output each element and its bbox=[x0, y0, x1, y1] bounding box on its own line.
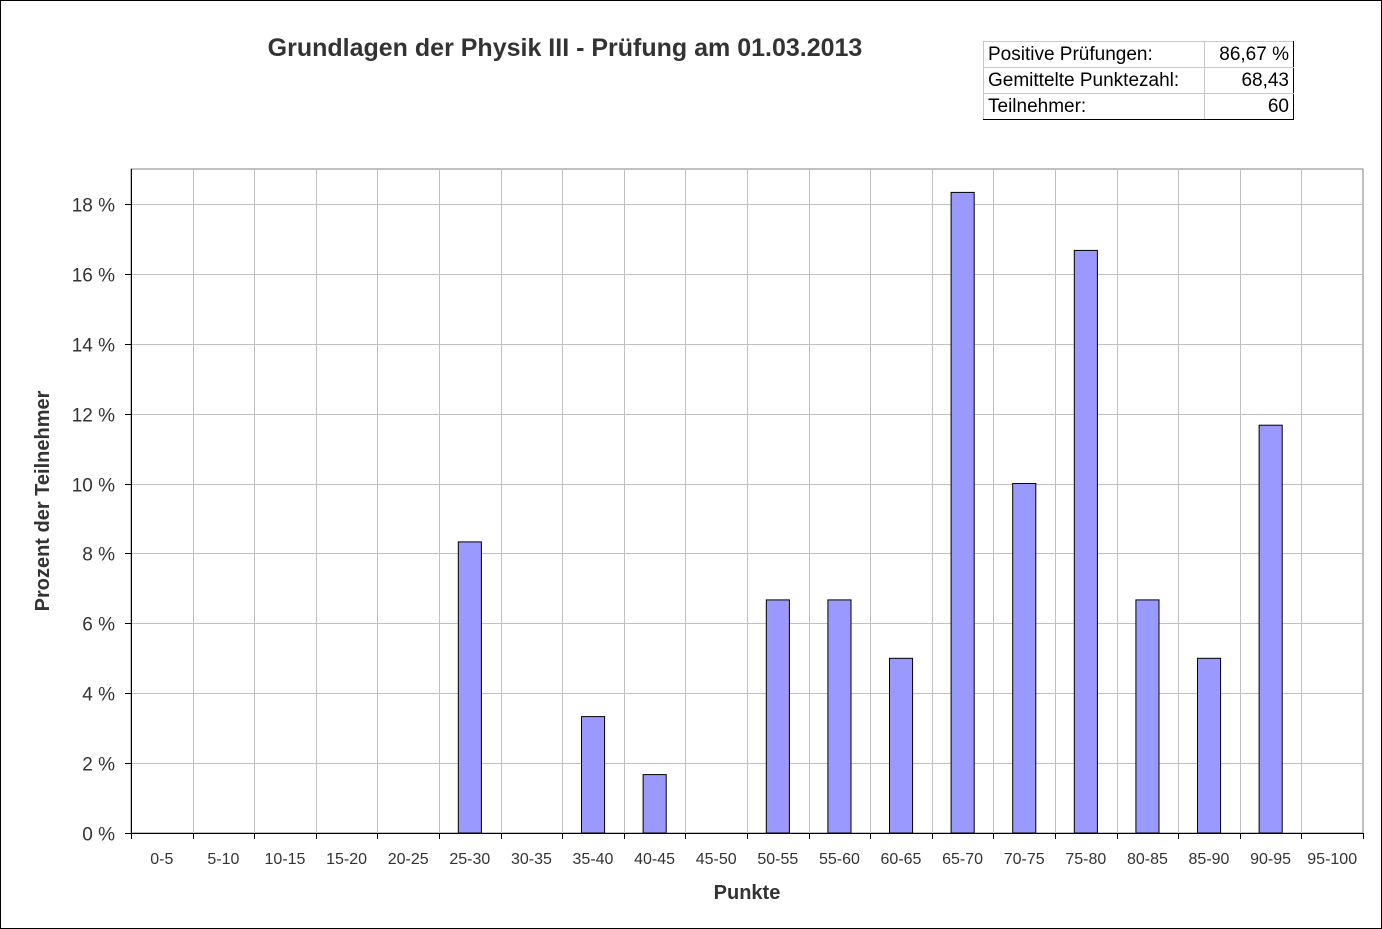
y-tick-label: 8 % bbox=[82, 545, 115, 566]
y-tick-label: 12 % bbox=[72, 406, 115, 427]
bar-75-80 bbox=[1073, 249, 1098, 834]
bar-70-75 bbox=[1012, 483, 1037, 834]
x-tick-label: 5-10 bbox=[207, 851, 239, 868]
x-tick-label: 40-45 bbox=[634, 851, 675, 868]
stats-value-passed: 86,67 % bbox=[1204, 41, 1294, 68]
x-tick-label: 55-60 bbox=[819, 851, 860, 868]
bar-40-45 bbox=[642, 774, 667, 834]
x-tick-label: 0-5 bbox=[150, 851, 173, 868]
x-tick-label: 60-65 bbox=[881, 851, 922, 868]
y-tick-label: 6 % bbox=[82, 615, 115, 636]
bar-50-55 bbox=[765, 599, 790, 834]
y-tick-label: 16 % bbox=[72, 266, 115, 287]
stats-label-average: Gemittelte Punktezahl: bbox=[983, 67, 1205, 94]
x-tick-label: 30-35 bbox=[511, 851, 552, 868]
x-tick-label: 85-90 bbox=[1189, 851, 1230, 868]
stats-value-participants: 60 bbox=[1204, 93, 1294, 120]
y-tick-label: 18 % bbox=[72, 196, 115, 217]
bar-80-85 bbox=[1135, 599, 1160, 834]
bar-85-90 bbox=[1197, 657, 1222, 834]
x-tick-label: 15-20 bbox=[326, 851, 367, 868]
stats-label-participants: Teilnehmer: bbox=[983, 93, 1205, 120]
x-tick-label: 75-80 bbox=[1065, 851, 1106, 868]
x-tick-label: 95-100 bbox=[1307, 851, 1357, 868]
y-tick-label: 10 % bbox=[72, 476, 115, 497]
y-tick-label: 14 % bbox=[72, 336, 115, 357]
bar-25-30 bbox=[457, 541, 482, 834]
bars bbox=[457, 191, 1283, 834]
x-tick-label: 10-15 bbox=[265, 851, 306, 868]
x-tick-label: 25-30 bbox=[449, 851, 490, 868]
y-tick-label: 0 % bbox=[82, 825, 115, 846]
y-axis-label: Prozent der Teilnehmer bbox=[32, 390, 54, 611]
bar-35-40 bbox=[581, 716, 606, 834]
x-tick-label: 35-40 bbox=[573, 851, 614, 868]
x-tick-label: 50-55 bbox=[757, 851, 798, 868]
bar-65-70 bbox=[950, 191, 975, 834]
x-tick-label: 20-25 bbox=[388, 851, 429, 868]
x-axis-label: Punkte bbox=[714, 882, 781, 904]
x-tick-label: 90-95 bbox=[1250, 851, 1291, 868]
axes bbox=[125, 169, 1364, 839]
y-tick-labels: 0 % 2 % 4 % 6 % 8 % 10 % 12 % 14 % 16 % 18 % bbox=[72, 196, 115, 846]
x-tick-label: 65-70 bbox=[942, 851, 983, 868]
grid-lines bbox=[131, 169, 1363, 833]
x-tick-label: 70-75 bbox=[1004, 851, 1045, 868]
stats-row-average: Gemittelte Punktezahl: 68,43 bbox=[983, 67, 1294, 94]
stats-row-passed: Positive Prüfungen: 86,67 % bbox=[983, 41, 1294, 68]
y-tick-label: 4 % bbox=[82, 685, 115, 706]
bar-55-60 bbox=[827, 599, 852, 834]
stats-table: Positive Prüfungen: 86,67 % Gemittelte P… bbox=[983, 41, 1294, 120]
y-tick-label: 2 % bbox=[82, 755, 115, 776]
x-tick-label: 80-85 bbox=[1127, 851, 1168, 868]
x-tick-label: 45-50 bbox=[696, 851, 737, 868]
x-tick-labels: 0-5 5-10 10-15 15-20 20-25 25-30 30-35 35-40 40-… bbox=[150, 851, 1357, 868]
chart-title: Grundlagen der Physik III - Prüfung am 0… bbox=[267, 34, 863, 62]
bar-90-95 bbox=[1258, 424, 1283, 834]
bar-60-65 bbox=[889, 657, 914, 834]
stats-label-passed: Positive Prüfungen: bbox=[983, 41, 1205, 68]
stats-row-participants: Teilnehmer: 60 bbox=[983, 93, 1294, 120]
